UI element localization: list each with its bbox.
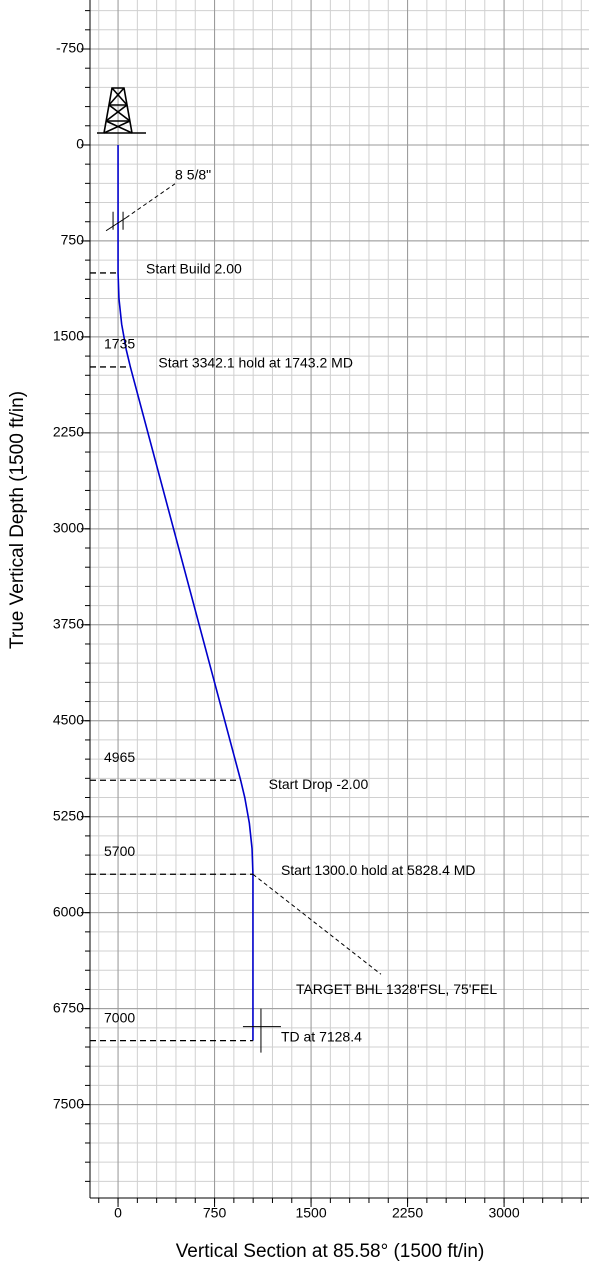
y-tick-label: 5250 bbox=[53, 807, 84, 823]
annotation: Start 1300.0 hold at 5828.4 MD bbox=[281, 862, 476, 878]
y-tick-label: 6750 bbox=[53, 999, 84, 1015]
y-tick-label: -750 bbox=[56, 40, 84, 56]
x-tick-label: 750 bbox=[203, 1205, 227, 1221]
y-tick-label: 4500 bbox=[53, 711, 84, 727]
grid: 0 750 1500 2250 3000 -750 0 750 1500 2250 3000 3750… bbox=[53, 0, 589, 1221]
wellbore bbox=[117, 144, 254, 1041]
y-tick-label: 3750 bbox=[53, 615, 84, 631]
depth-label: 7000 bbox=[104, 1009, 135, 1025]
casing-label: 8 5/8" bbox=[175, 166, 211, 182]
depth-label: 4965 bbox=[104, 749, 135, 765]
x-tick-label: 0 bbox=[114, 1205, 122, 1221]
y-tick-label: 7500 bbox=[53, 1095, 84, 1111]
target-label: TARGET BHL 1328'FSL, 75'FEL bbox=[296, 981, 497, 997]
rig-icon bbox=[97, 87, 146, 134]
x-tick-label: 1500 bbox=[295, 1205, 326, 1221]
annotation: Start Build 2.00 bbox=[146, 261, 242, 277]
y-axis-label: True Vertical Depth (1500 ft/in) bbox=[7, 391, 28, 649]
leader-line bbox=[252, 873, 382, 975]
x-axis-label: Vertical Section at 85.58° (1500 ft/in) bbox=[176, 1241, 485, 1262]
y-tick-label: 3000 bbox=[53, 520, 84, 536]
y-tick-label: 6000 bbox=[53, 903, 84, 919]
depth-label: 1735 bbox=[104, 336, 135, 352]
y-tick-label: 1500 bbox=[53, 328, 84, 344]
annotation: TD at 7128.4 bbox=[281, 1028, 362, 1044]
annotation: Start Drop -2.00 bbox=[269, 776, 369, 792]
marks: 1735 4965 5700 7000 Start Build 2.00 Start 33… bbox=[90, 144, 497, 1053]
x-tick-label: 2250 bbox=[392, 1205, 423, 1221]
y-tick-label: 0 bbox=[76, 136, 84, 152]
y-tick-label: 750 bbox=[61, 232, 85, 248]
x-tick-label: 3000 bbox=[488, 1205, 519, 1221]
y-tick-label: 2250 bbox=[53, 424, 84, 440]
depth-label: 5700 bbox=[104, 843, 135, 859]
leader-line bbox=[125, 183, 176, 219]
annotation: Start 3342.1 hold at 1743.2 MD bbox=[158, 355, 353, 371]
